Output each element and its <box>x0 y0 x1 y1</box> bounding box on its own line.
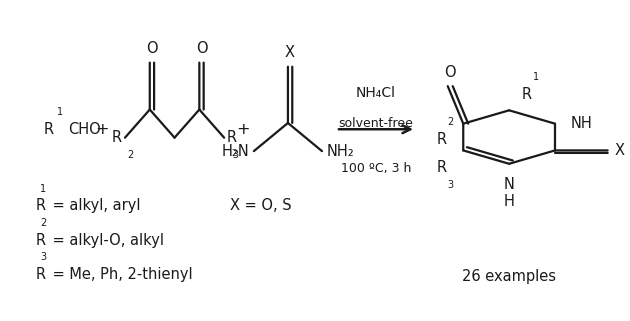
Text: 3: 3 <box>448 180 454 190</box>
Text: = alkyl-O, alkyl: = alkyl-O, alkyl <box>47 233 164 248</box>
Text: R: R <box>35 233 45 248</box>
Text: O: O <box>444 65 455 80</box>
Text: 26 examples: 26 examples <box>462 269 556 284</box>
Text: 1: 1 <box>57 107 63 117</box>
Text: 3: 3 <box>40 252 46 263</box>
Text: CHO: CHO <box>68 122 101 137</box>
Text: O: O <box>146 41 158 56</box>
Text: R: R <box>437 160 447 175</box>
Text: 2: 2 <box>448 117 454 127</box>
Text: = Me, Ph, 2-thienyl: = Me, Ph, 2-thienyl <box>47 267 192 282</box>
Text: 3: 3 <box>232 150 238 160</box>
Text: R: R <box>35 198 45 213</box>
Text: R: R <box>227 130 237 145</box>
Text: R: R <box>35 267 45 282</box>
Text: R: R <box>437 132 447 147</box>
Text: N: N <box>503 177 515 192</box>
Text: R: R <box>522 87 532 102</box>
Text: 1: 1 <box>40 184 46 194</box>
Text: +: + <box>236 122 249 137</box>
Text: +: + <box>95 122 109 137</box>
Text: NH₂: NH₂ <box>327 143 355 159</box>
Text: R: R <box>43 122 54 137</box>
Text: X: X <box>615 143 625 158</box>
Text: H₂N: H₂N <box>221 143 249 159</box>
Text: X = O, S: X = O, S <box>231 198 292 213</box>
Text: 2: 2 <box>40 218 47 228</box>
Text: = alkyl, aryl: = alkyl, aryl <box>47 198 140 213</box>
Text: 2: 2 <box>127 150 133 160</box>
Text: solvent-free: solvent-free <box>338 117 413 130</box>
Text: 100 ºC, 3 h: 100 ºC, 3 h <box>341 162 411 175</box>
Text: H: H <box>503 194 515 209</box>
Text: NH₄Cl: NH₄Cl <box>356 86 396 100</box>
Text: NH: NH <box>570 116 592 131</box>
Text: O: O <box>196 41 207 56</box>
Text: X: X <box>285 45 295 60</box>
Text: 1: 1 <box>534 73 539 82</box>
Text: R: R <box>112 130 122 145</box>
